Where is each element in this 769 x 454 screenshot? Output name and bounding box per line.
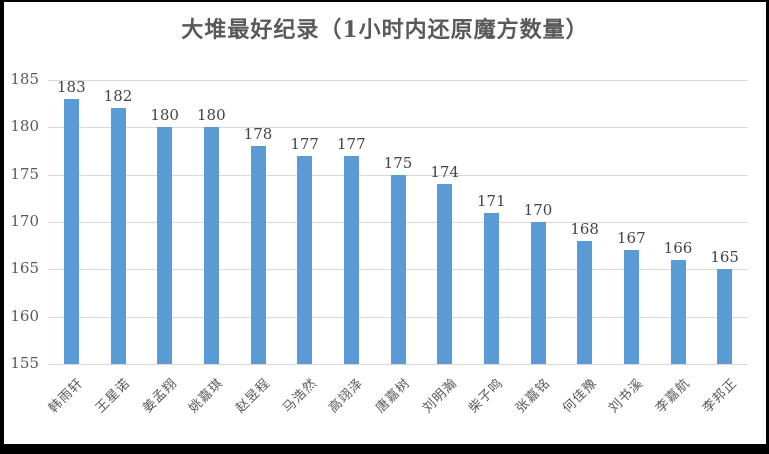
bar <box>110 108 126 364</box>
bar <box>530 222 546 364</box>
y-tick-label: 160 <box>10 306 39 325</box>
data-label: 168 <box>570 219 599 238</box>
bar <box>717 269 733 364</box>
bar <box>623 250 639 364</box>
data-label: 180 <box>150 106 179 125</box>
x-category-label-text: 王星诺 <box>93 375 134 417</box>
y-tick-label: 175 <box>10 164 39 183</box>
data-label: 166 <box>663 238 693 257</box>
data-label: 180 <box>197 106 226 125</box>
bar <box>203 127 219 364</box>
bar <box>343 155 359 364</box>
chart-title: 大堆最好纪录（1小时内还原魔方数量） <box>181 17 589 43</box>
data-label: 183 <box>57 77 86 96</box>
bar <box>297 155 313 364</box>
bar <box>483 212 499 364</box>
data-label: 174 <box>430 163 459 182</box>
x-category-label-text: 赵昱程 <box>233 375 274 417</box>
data-label: 171 <box>477 191 506 210</box>
x-category-label-text: 何佳豫 <box>559 375 601 417</box>
plot-area: 155 160 165 170 175 180 185 183 182 180 180 178 177… <box>10 70 748 416</box>
y-tick-label: 180 <box>10 117 39 136</box>
x-category-label-text: 姚嘉琪 <box>186 375 227 417</box>
x-category-label-text: 高翊泽 <box>326 375 367 417</box>
x-category-label-text: 刘书溪 <box>606 375 647 417</box>
chart-canvas: 大堆最好纪录（1小时内还原魔方数量） 155 160 165 170 175 180 185… <box>4 2 766 444</box>
x-category-label-text: 李邦正 <box>699 375 741 417</box>
data-label: 177 <box>290 134 319 153</box>
gridline <box>48 127 748 129</box>
data-label: 182 <box>103 87 133 106</box>
x-category-label-text: 张嘉铭 <box>513 375 554 417</box>
gridline <box>48 80 748 81</box>
data-label: 170 <box>523 201 553 219</box>
x-category-label-text: 柴子鸣 <box>466 375 507 417</box>
x-category-label-text: 唐嘉树 <box>373 375 414 417</box>
y-tick-label: 155 <box>10 354 39 373</box>
data-label: 167 <box>617 229 646 248</box>
x-category-label-text: 李嘉航 <box>653 375 694 417</box>
bar <box>250 146 266 364</box>
x-category-label-text: 姜孟翔 <box>139 375 181 417</box>
x-category-label-text: 马浩然 <box>279 375 321 417</box>
y-tick-label: 185 <box>10 70 39 89</box>
y-tick-label: 165 <box>10 259 39 278</box>
x-category-label-text: 刘明瀚 <box>419 375 461 417</box>
data-label: 175 <box>383 153 413 172</box>
x-category-label-text: 韩雨轩 <box>46 375 87 417</box>
data-label: 178 <box>243 125 273 144</box>
bar <box>670 259 686 364</box>
data-label: 165 <box>710 248 739 267</box>
data-label: 177 <box>337 134 366 153</box>
bar <box>437 184 453 364</box>
y-tick-label: 170 <box>10 212 39 231</box>
bar <box>63 98 79 364</box>
bar <box>577 240 593 364</box>
gridline <box>48 364 748 365</box>
bar <box>157 127 173 364</box>
bar <box>390 174 406 364</box>
